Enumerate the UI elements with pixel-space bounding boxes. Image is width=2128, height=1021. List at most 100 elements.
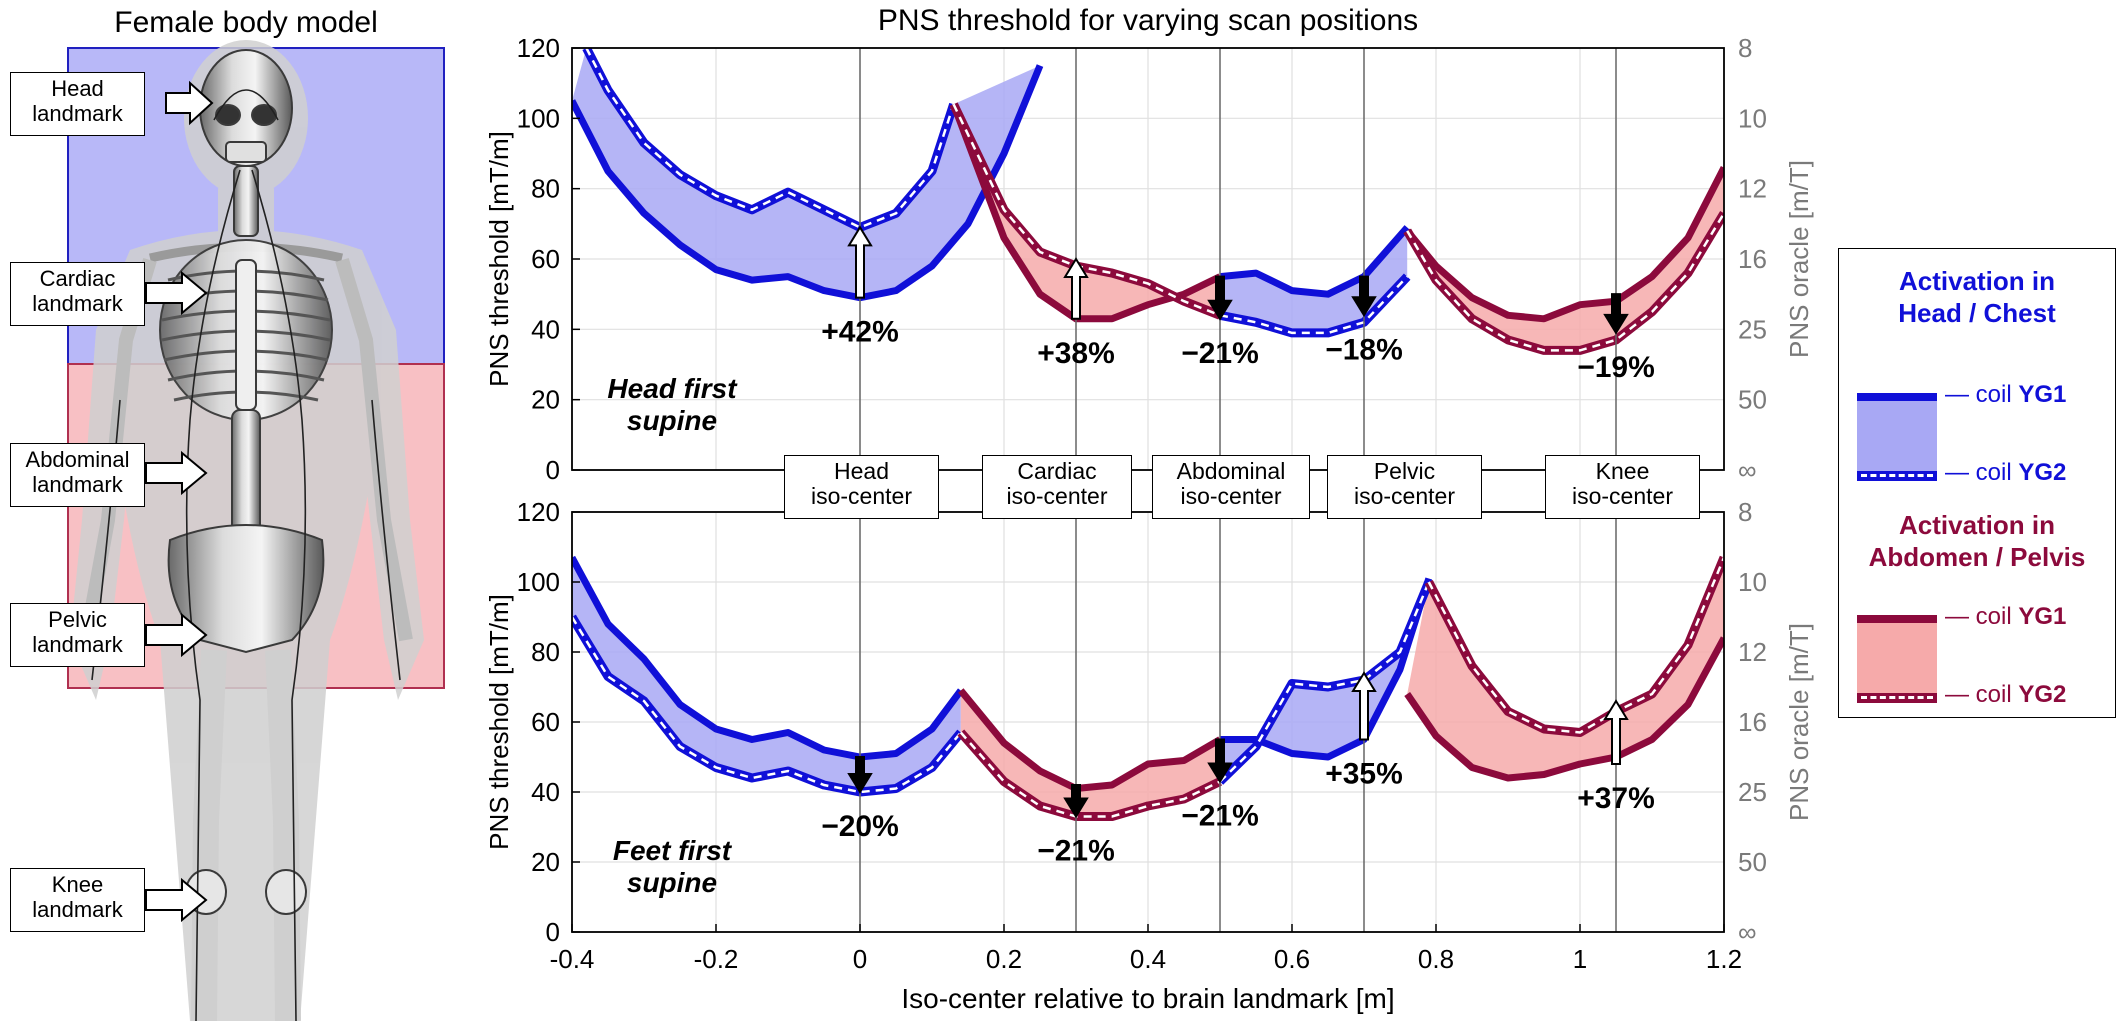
- band-fill: [572, 48, 1040, 298]
- change-arrow: [1207, 738, 1233, 784]
- panel-feet-first: 0 ∞ 20 50 40 25 60 16 80 12 100 10 120 8 PNS threshold…: [484, 497, 1814, 947]
- x-tick-label: 1.2: [1706, 944, 1742, 974]
- x-tick-label: -0.2: [694, 944, 739, 974]
- right-tick-label: 25: [1738, 314, 1767, 344]
- body-panel: Female body model: [67, 6, 445, 1021]
- landmark-label-abdominal: Abdominal landmark: [10, 443, 145, 507]
- legend-group1-yg1-label: — coil YG1: [1945, 381, 2067, 408]
- right-tick-label: 16: [1738, 707, 1767, 737]
- series-line-yg2-dash: [1427, 557, 1724, 734]
- iso-label-abdominal: Abdominal iso-center: [1152, 455, 1310, 519]
- body-panel-title: Female body model: [114, 6, 377, 39]
- x-tick-label: 0.4: [1130, 944, 1166, 974]
- series-line-yg1: [1404, 166, 1724, 323]
- series-line-yg1: [958, 688, 1222, 792]
- right-tick-label: 50: [1738, 847, 1767, 877]
- y-tick-label: 0: [546, 917, 560, 947]
- y-tick-label: 0: [546, 455, 560, 485]
- right-tick-label: ∞: [1738, 917, 1757, 947]
- right-tick-label: 12: [1738, 637, 1767, 667]
- legend-group2-yg2-label: — coil YG2: [1945, 681, 2067, 708]
- x-tick-label: -0.4: [550, 944, 595, 974]
- change-percent-label: −21%: [1181, 800, 1259, 833]
- change-arrow: [1603, 699, 1629, 765]
- y-tick-label: 20: [531, 385, 560, 415]
- series-line-yg2-dash: [1219, 581, 1430, 783]
- y-tick-label: 40: [531, 777, 560, 807]
- change-arrow: [1063, 784, 1089, 819]
- landmark-arrows: [145, 80, 214, 923]
- right-axis-label: PNS oracle [m/T]: [1784, 160, 1814, 358]
- y-tick-label: 100: [517, 567, 560, 597]
- change-arrow: [1063, 257, 1089, 320]
- y-tick-label: 20: [531, 847, 560, 877]
- series-line-yg2-dash: [952, 103, 1221, 317]
- y-tick-label: 60: [531, 707, 560, 737]
- legend: Activation in Head / Chest — coil YG1 — …: [1838, 248, 2116, 718]
- y-axis-label: PNS threshold [mT/m]: [484, 594, 514, 850]
- y-tick-label: 80: [531, 174, 560, 204]
- change-arrow: [847, 756, 873, 794]
- change-percent-label: −21%: [1037, 835, 1115, 868]
- y-tick-label: 40: [531, 314, 560, 344]
- legend-group2-swatch: [1857, 619, 1937, 699]
- y-tick-label: 80: [531, 637, 560, 667]
- panel-label-line1: Feet first: [613, 835, 733, 866]
- y-tick-label: 60: [531, 244, 560, 274]
- band-fill: [1407, 557, 1724, 778]
- panel-label-line2: supine: [627, 867, 717, 898]
- series-line-yg1: [1404, 636, 1724, 782]
- series-line-yg2-dash: [585, 48, 955, 229]
- legend-group2-line-yg1: [1857, 615, 1937, 623]
- right-tick-label: 50: [1738, 385, 1767, 415]
- change-arrow: [1603, 293, 1629, 335]
- x-tick-label: 0.6: [1274, 944, 1310, 974]
- change-percent-label: −19%: [1577, 351, 1655, 384]
- change-percent-label: −20%: [821, 810, 899, 843]
- right-tick-label: 25: [1738, 777, 1767, 807]
- right-tick-label: ∞: [1738, 455, 1757, 485]
- x-tick-label: 1: [1573, 944, 1587, 974]
- iso-label-cardiac: Cardiac iso-center: [982, 455, 1132, 519]
- right-tick-label: 16: [1738, 244, 1767, 274]
- change-percent-label: −18%: [1325, 333, 1403, 366]
- change-percent-label: +37%: [1577, 782, 1655, 815]
- change-percent-label: +38%: [1037, 337, 1115, 370]
- x-axis-label: Iso-center relative to brain landmark [m…: [901, 983, 1394, 1014]
- change-arrow: [1351, 275, 1377, 318]
- change-arrow: [1351, 671, 1377, 741]
- right-tick-label: 10: [1738, 567, 1767, 597]
- right-tick-label: 8: [1738, 33, 1752, 63]
- band-fill: [960, 690, 1220, 817]
- landmark-label-pelvic: Pelvic landmark: [10, 603, 145, 667]
- legend-group2-yg1-label: — coil YG1: [1945, 603, 2067, 630]
- legend-group1-title: Activation in Head / Chest: [1898, 266, 2056, 328]
- change-percent-label: +35%: [1325, 758, 1403, 791]
- y-tick-label: 120: [517, 33, 560, 63]
- band-fill: [1407, 167, 1724, 351]
- panel-label-line1: Head first: [607, 373, 738, 404]
- iso-label-pelvic: Pelvic iso-center: [1327, 455, 1482, 519]
- iso-label-head: Head iso-center: [784, 455, 939, 519]
- series-line-yg1: [572, 555, 964, 761]
- legend-group1-line-yg2: [1857, 471, 1937, 481]
- legend-group1-swatch: [1857, 397, 1937, 477]
- band-fill: [1220, 578, 1429, 782]
- chart-title: PNS threshold for varying scan positions: [878, 4, 1418, 37]
- legend-group2-title: Activation in Abdomen / Pelvis: [1868, 510, 2086, 572]
- series-line-yg2: [1403, 210, 1724, 355]
- right-tick-label: 8: [1738, 497, 1752, 527]
- y-axis-label: PNS threshold [mT/m]: [484, 131, 514, 387]
- right-tick-label: 12: [1738, 174, 1767, 204]
- y-tick-label: 120: [517, 497, 560, 527]
- series-line-yg1: [572, 64, 1044, 302]
- change-arrow: [1207, 275, 1233, 321]
- right-tick-label: 10: [1738, 103, 1767, 133]
- right-axis-label: PNS oracle [m/T]: [1784, 623, 1814, 821]
- band-fill: [572, 557, 961, 792]
- legend-group1-line-yg1: [1857, 393, 1937, 401]
- change-arrow: [847, 225, 873, 299]
- panel-head-first: 0 ∞ 20 50 40 25 60 16 80 12 100 10 120 8 PNS threshold…: [484, 33, 1814, 485]
- change-percent-label: −21%: [1181, 337, 1259, 370]
